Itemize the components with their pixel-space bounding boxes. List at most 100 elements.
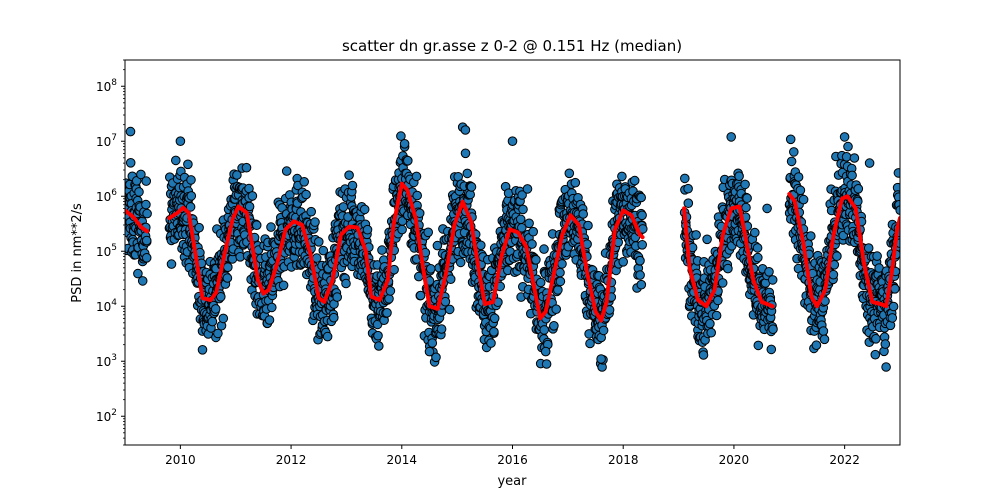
scatter-point — [806, 231, 816, 241]
scatter-point — [740, 179, 750, 190]
scatter-point — [522, 184, 533, 194]
scatter-point — [841, 152, 852, 162]
scatter-point — [141, 252, 152, 263]
scatter-point — [247, 191, 258, 201]
scatter-point — [578, 209, 589, 219]
scatter-point — [819, 334, 830, 345]
scatter-point — [539, 244, 549, 254]
scatter-point — [637, 240, 648, 250]
scatter-point — [636, 192, 647, 203]
scatter-point — [766, 344, 777, 355]
scatter-point — [888, 301, 899, 312]
scatter-point — [310, 217, 320, 227]
scatter-point — [186, 175, 196, 185]
scatter-point — [377, 245, 387, 255]
scatter-point — [680, 173, 690, 184]
scatter-point — [539, 325, 550, 335]
scatter-point — [141, 199, 151, 210]
scatter-point — [839, 132, 850, 142]
scatter-point — [440, 296, 451, 307]
scatter-point — [635, 255, 645, 266]
x-tick-label: 2012 — [276, 453, 307, 467]
scatter-point — [166, 259, 177, 269]
scatter-point — [683, 183, 693, 194]
scatter-point — [134, 187, 144, 197]
scatter-point — [555, 267, 565, 278]
scatter-point — [423, 227, 434, 238]
scatter-point — [847, 170, 857, 181]
scatter-point — [301, 189, 311, 200]
scatter-point — [583, 220, 593, 231]
scatter-point — [436, 324, 447, 334]
scatter-point — [431, 352, 441, 363]
scatter-point — [618, 257, 629, 267]
scatter-point — [515, 214, 526, 225]
scatter-point — [706, 327, 717, 338]
scatter-point — [752, 243, 763, 253]
scatter-point — [753, 340, 764, 351]
scatter-point — [762, 203, 772, 214]
scatter-point — [517, 190, 527, 200]
scatter-point — [373, 330, 383, 341]
scatter-point — [811, 340, 822, 351]
scatter-point — [864, 158, 875, 168]
scatter-point — [742, 193, 752, 203]
scatter-point — [460, 125, 471, 135]
scatter-point — [455, 257, 466, 268]
scatter-point — [186, 191, 197, 201]
scatter-point — [223, 262, 233, 273]
scatter-point — [717, 278, 728, 288]
x-tick-label: 2010 — [165, 453, 196, 467]
scatter-point — [564, 168, 575, 179]
scatter-point — [222, 273, 233, 283]
scatter-point — [322, 331, 333, 342]
scatter-point — [486, 338, 496, 348]
scatter-point — [432, 240, 443, 251]
scatter-point — [411, 171, 422, 182]
scatter-point — [125, 126, 136, 137]
scatter-point — [460, 148, 471, 159]
x-tick-label: 2016 — [497, 453, 528, 467]
scatter-point — [734, 171, 744, 181]
scatter-point — [880, 339, 891, 349]
scatter-point — [314, 237, 324, 247]
scatter-point — [384, 294, 394, 304]
scatter-point — [540, 346, 551, 357]
scatter-point — [241, 162, 252, 173]
scatter-point — [517, 223, 527, 233]
scatter-point — [382, 308, 392, 318]
scatter-point — [216, 292, 226, 302]
scatter-point — [197, 345, 208, 355]
scatter-point — [445, 274, 456, 285]
scatter-point — [385, 286, 396, 296]
y-axis-label: PSD in nm**2/s — [70, 203, 85, 303]
scatter-point — [705, 318, 715, 329]
scatter-point — [870, 349, 881, 360]
scatter-point — [489, 327, 499, 337]
scatter-point — [551, 304, 562, 315]
scatter-point — [726, 132, 737, 142]
scatter-point — [767, 275, 778, 285]
scatter-point — [702, 234, 712, 245]
scatter-point — [136, 169, 146, 180]
scatter-point — [598, 325, 609, 336]
scatter-point — [278, 280, 289, 291]
scatter-point — [194, 222, 204, 233]
scatter-point — [359, 204, 370, 215]
scatter-point — [175, 136, 186, 146]
scatter-point — [785, 134, 796, 145]
scatter-point — [524, 218, 534, 229]
scatter-point — [141, 235, 152, 246]
scatter-point — [793, 172, 804, 182]
scatter-point — [403, 155, 413, 166]
scatter-point — [832, 251, 842, 262]
scatter-point — [281, 166, 292, 176]
scatter-point — [344, 170, 354, 180]
scatter-point — [881, 362, 891, 372]
scatter-point — [137, 276, 148, 286]
scatter-point — [141, 176, 151, 186]
scatter-point — [415, 290, 426, 301]
scatter-point — [750, 227, 760, 238]
scatter-point — [871, 334, 881, 344]
